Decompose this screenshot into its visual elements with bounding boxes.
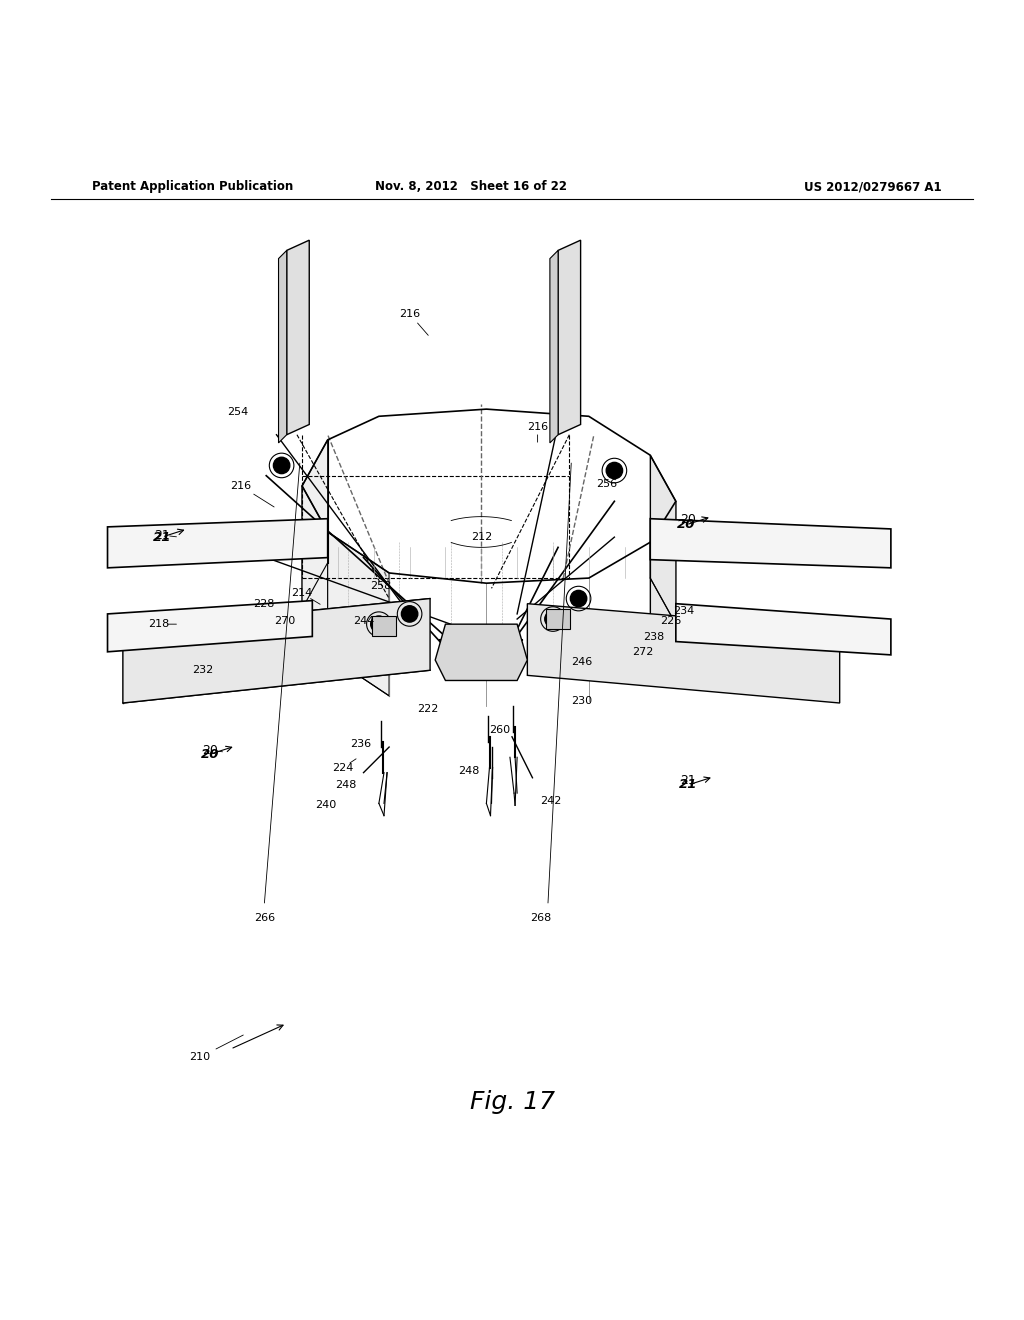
Polygon shape [287, 240, 309, 434]
Text: 21: 21 [679, 779, 697, 792]
Text: 21: 21 [153, 531, 171, 544]
Text: US 2012/0279667 A1: US 2012/0279667 A1 [805, 181, 942, 194]
Polygon shape [650, 519, 891, 568]
Text: 246: 246 [571, 657, 592, 667]
Text: 224: 224 [333, 763, 353, 772]
Circle shape [401, 606, 418, 622]
Polygon shape [527, 603, 840, 704]
Text: 270: 270 [274, 616, 295, 626]
Text: 256: 256 [596, 479, 616, 488]
Text: 244: 244 [353, 616, 374, 626]
Bar [546, 609, 570, 630]
Bar [372, 616, 396, 636]
Polygon shape [435, 624, 527, 681]
Text: 21: 21 [154, 528, 170, 541]
Text: 258: 258 [371, 581, 391, 591]
Text: 268: 268 [530, 913, 551, 923]
Text: 234: 234 [674, 606, 694, 616]
Text: 20: 20 [680, 513, 696, 527]
Text: 248: 248 [336, 780, 356, 789]
Text: 20: 20 [202, 743, 218, 756]
Text: 20: 20 [677, 519, 695, 532]
Polygon shape [108, 601, 312, 652]
Circle shape [371, 616, 387, 632]
Text: 216: 216 [527, 421, 548, 432]
Text: 212: 212 [471, 532, 492, 543]
Text: Nov. 8, 2012   Sheet 16 of 22: Nov. 8, 2012 Sheet 16 of 22 [375, 181, 567, 194]
Text: 216: 216 [399, 309, 420, 319]
Polygon shape [676, 603, 891, 655]
Circle shape [570, 590, 587, 607]
Polygon shape [279, 251, 287, 444]
Text: 272: 272 [633, 647, 653, 657]
Text: 228: 228 [254, 599, 274, 609]
Text: 210: 210 [189, 1052, 210, 1063]
Polygon shape [328, 532, 389, 696]
Text: Fig. 17: Fig. 17 [469, 1090, 555, 1114]
Text: 260: 260 [489, 725, 510, 735]
Polygon shape [650, 455, 676, 624]
Polygon shape [302, 486, 328, 655]
Polygon shape [558, 240, 581, 434]
Text: 218: 218 [148, 619, 169, 630]
Circle shape [606, 462, 623, 479]
Text: 248: 248 [459, 766, 479, 776]
Polygon shape [650, 502, 676, 665]
Text: 240: 240 [315, 800, 336, 810]
Text: 242: 242 [541, 796, 561, 807]
Text: 222: 222 [418, 704, 438, 714]
Polygon shape [108, 519, 328, 568]
Text: 232: 232 [193, 665, 213, 676]
Polygon shape [123, 598, 430, 704]
Text: 266: 266 [254, 913, 274, 923]
Text: Patent Application Publication: Patent Application Publication [92, 181, 294, 194]
Text: 236: 236 [350, 739, 371, 748]
Polygon shape [550, 251, 558, 444]
Circle shape [273, 457, 290, 474]
Text: 214: 214 [292, 589, 312, 598]
Text: 216: 216 [230, 480, 251, 491]
Text: 230: 230 [571, 696, 592, 706]
Polygon shape [302, 440, 328, 609]
Text: 20: 20 [201, 747, 219, 760]
Text: 21: 21 [680, 775, 696, 787]
Text: 226: 226 [660, 616, 681, 626]
Circle shape [545, 611, 561, 627]
Text: 238: 238 [643, 632, 664, 643]
Text: 254: 254 [227, 407, 248, 417]
